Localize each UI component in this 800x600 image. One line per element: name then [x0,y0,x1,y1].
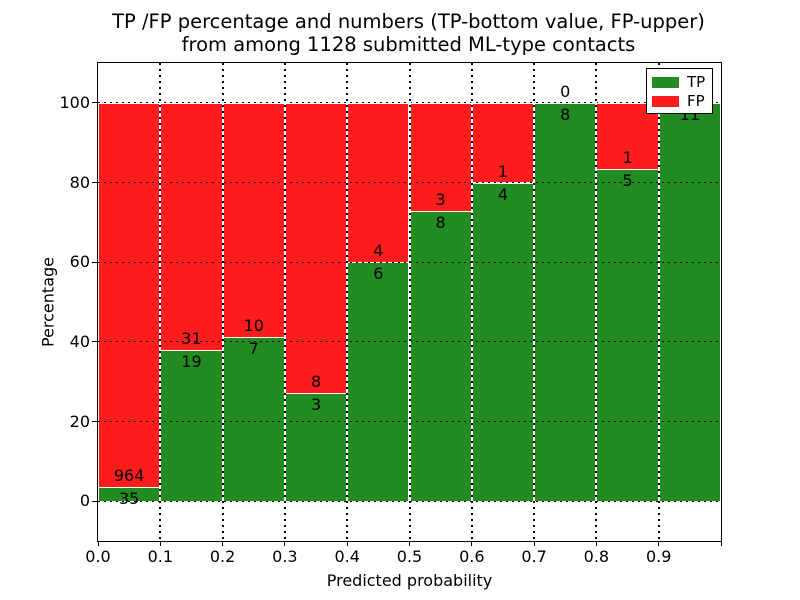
tp-bar-segment [160,349,223,502]
x-tick-label: 0.9 [645,547,672,566]
tp-bar-segment [347,262,410,502]
y-tick-mark [92,341,97,343]
x-tick-mark [409,541,410,546]
y-tick-label: 100 [59,92,90,112]
legend-item-fp: FP [652,92,712,111]
tp-count-label: 19 [181,351,202,371]
x-tick-label: 0.7 [521,547,547,566]
tp-bar-segment [409,211,472,502]
legend: TP FP [646,68,713,114]
tp-count-label: 5 [622,171,633,191]
fp-bar-segment [160,102,223,350]
x-tick-mark [97,541,99,546]
fp-bar-segment [98,102,161,488]
vertical-gridline [283,63,286,541]
plot-area: 0.9 0.8 0.7 0.6 0.5 0.4 0.3 0.2 0.1 0.0 100 80 60 40 2… [39,62,722,590]
fp-count-label: 4 [373,241,384,261]
tp-count-label: 4 [497,184,509,204]
x-tick-mark [471,541,473,546]
tp-bar-segment [222,337,285,502]
fp-count-label: 31 [181,328,202,348]
x-tick-mark [595,541,597,546]
tp-count-label: 6 [373,264,384,284]
fp-count-label: 10 [243,316,264,336]
vertical-gridline [408,63,411,541]
tp-count-label: 8 [560,104,571,124]
y-tick-label: 0 [79,491,90,511]
chart-title: TP /FP percentage and numbers (TP-bottom… [97,10,720,56]
vertical-gridline [595,63,598,541]
x-tick-label: 0.0 [85,547,111,566]
fp-count-label: 964 [113,466,145,486]
fp-bar-segment [284,102,348,393]
fp-count-label: 1 [497,161,509,181]
x-tick-mark [222,541,224,546]
tp-bar-segment [534,102,597,502]
x-tick-label: 0.5 [396,547,423,566]
y-tick-mark [92,102,97,104]
chart-title-line1: TP /FP percentage and numbers (TP-bottom… [112,10,705,33]
y-tick-mark [92,500,97,502]
y-tick-label: 80 [69,172,90,192]
tp-count-label: 8 [435,213,446,233]
x-tick-label: 0.3 [272,547,298,566]
x-tick-label: 0.4 [334,547,360,566]
x-tick-mark [658,541,660,546]
vertical-gridline [470,63,473,541]
y-tick-label: 40 [69,331,90,351]
x-tick-mark [720,541,722,546]
fp-count-label: 0 [560,81,571,101]
vertical-gridline [533,63,536,541]
y-tick-mark [92,421,97,422]
tp-color-swatch [652,77,679,88]
x-tick-mark [159,541,161,546]
y-tick-label: 20 [69,411,90,431]
fp-bar-segment [471,102,535,183]
fp-count-label: 1 [622,148,633,168]
vertical-gridline [657,63,660,541]
x-tick-mark [284,541,286,546]
tp-bar-segment [284,392,348,502]
tp-bar-segment [658,102,721,502]
legend-item-tp: TP [652,73,712,92]
fp-bar-segment [222,102,285,338]
x-tick-label: 0.2 [209,547,236,566]
x-axis-label: Predicted probability [326,571,493,590]
tp-count-label: 7 [248,339,259,359]
x-tick-mark [533,541,535,546]
y-tick-label: 60 [69,252,90,272]
tp-count-label: 35 [118,489,140,509]
fp-color-swatch [652,96,679,107]
x-tick-mark [346,541,348,546]
y-axis-label: Percentage [38,256,58,348]
legend-label-fp: FP [687,92,705,110]
fp-count-label: 3 [435,190,446,210]
tp-bar-segment [596,169,659,502]
fp-count-label: 8 [310,371,322,391]
x-tick-label: 0.6 [459,547,485,566]
y-tick-mark [92,261,97,263]
chart-title-line2: from among 1128 submitted ML-type contac… [181,32,636,56]
vertical-gridline [159,63,162,541]
vertical-gridline [346,63,349,541]
vertical-gridline [221,63,224,541]
legend-label-tp: TP [687,73,706,91]
x-tick-label: 0.1 [147,547,174,566]
tp-count-label: 3 [310,394,322,414]
x-tick-label: 0.8 [583,547,610,566]
y-tick-mark [92,182,97,183]
